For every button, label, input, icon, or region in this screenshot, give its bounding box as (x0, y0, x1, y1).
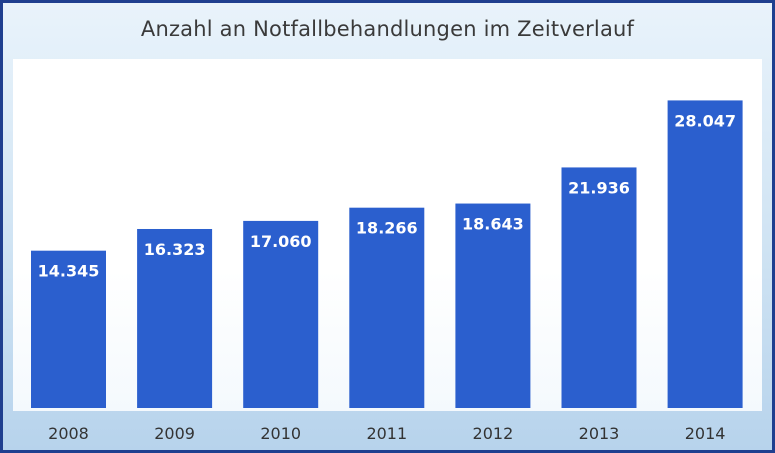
bar-2013 (561, 167, 637, 408)
bar-chart: 14.345 16.323 17.060 18.266 18.643 21.936 28.0… (31, 100, 743, 443)
x-tick-label-2009: 2009 (154, 424, 195, 443)
value-label-2008: 14.345 (38, 262, 100, 281)
bar-2010 (243, 220, 319, 408)
x-tick-label-2012: 2012 (473, 424, 514, 443)
value-label-2013: 21.936 (568, 178, 630, 197)
bars-group: 14.345 16.323 17.060 18.266 18.643 21.936 28.0… (31, 100, 743, 408)
x-axis-labels: 2008 2009 2010 2011 2012 2013 2014 (48, 424, 725, 443)
value-label-2009: 16.323 (144, 240, 206, 259)
bar-2008 (31, 250, 106, 408)
bar-2009 (137, 228, 213, 408)
x-tick-label-2013: 2013 (579, 424, 620, 443)
chart-title: Anzahl an Notfallbehandlungen im Zeitver… (140, 17, 635, 41)
x-tick-label-2010: 2010 (260, 424, 301, 443)
value-label-2011: 18.266 (356, 219, 418, 238)
value-label-2014: 28.047 (674, 111, 736, 130)
x-tick-label-2014: 2014 (685, 424, 726, 443)
bar-2011 (349, 207, 425, 408)
value-label-2012: 18.643 (462, 215, 524, 234)
bar-2012 (455, 203, 531, 408)
x-tick-label-2011: 2011 (366, 424, 407, 443)
x-tick-label-2008: 2008 (48, 424, 89, 443)
value-label-2010: 17.060 (250, 232, 312, 251)
bar-2014 (667, 100, 743, 408)
